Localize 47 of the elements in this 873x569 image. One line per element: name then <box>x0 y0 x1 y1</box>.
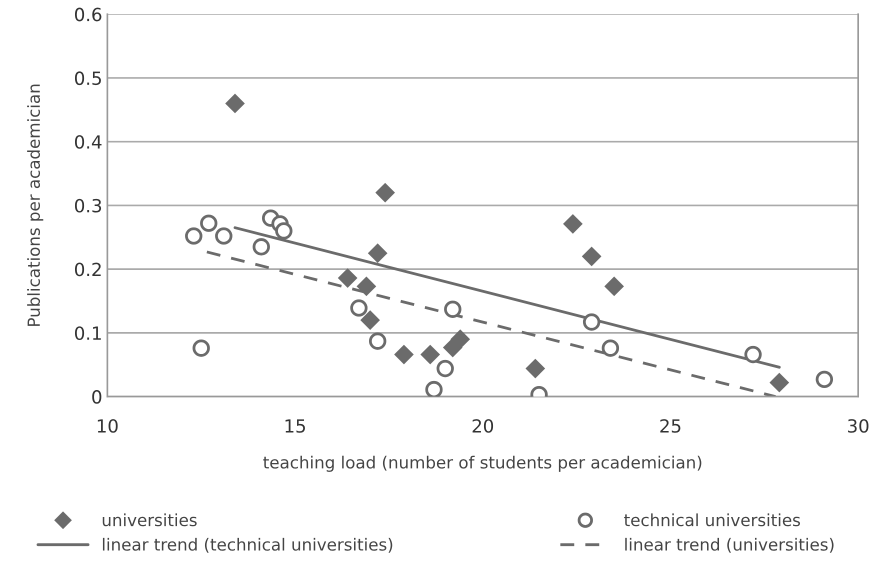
point <box>394 344 414 364</box>
legend-label: linear trend (universities) <box>625 538 834 553</box>
point <box>375 182 395 202</box>
point <box>425 380 443 397</box>
point <box>356 276 376 296</box>
legend-label: technical universities <box>624 513 800 526</box>
point <box>350 299 368 317</box>
point <box>225 94 245 114</box>
x-axis-title: teaching load (number of students per academician) <box>263 456 702 472</box>
point <box>275 222 292 240</box>
point <box>368 332 386 350</box>
point <box>450 329 470 350</box>
point <box>563 214 583 234</box>
point <box>368 243 388 264</box>
point <box>185 227 202 245</box>
point <box>420 344 440 364</box>
x-tick-label: 15 <box>286 419 305 433</box>
y-tick-label: 0 <box>92 390 102 404</box>
y-tick-label: 0.6 <box>74 8 102 22</box>
legend-label: universities <box>102 513 197 526</box>
point <box>816 370 834 388</box>
y-tick-label: 0.1 <box>74 326 101 340</box>
x-tick-label: 20 <box>472 419 494 433</box>
y-tick-label: 0.4 <box>74 135 102 149</box>
point <box>770 372 790 392</box>
point <box>444 300 462 318</box>
point <box>192 339 210 357</box>
point <box>604 276 624 296</box>
point <box>215 227 232 245</box>
legend-label: linear trend (technical universities) <box>102 538 392 553</box>
point <box>200 214 218 232</box>
point <box>744 346 762 364</box>
point <box>582 313 600 331</box>
x-tick-label: 10 <box>98 419 118 433</box>
y-tick-label: 0.3 <box>74 198 102 213</box>
point <box>602 339 620 357</box>
y-tick-label: 0.5 <box>74 71 101 86</box>
y-axis-title: Publications per academician <box>27 84 44 326</box>
point <box>360 310 380 330</box>
point <box>526 358 546 378</box>
x-tick-label: 25 <box>660 419 680 433</box>
point <box>436 360 454 378</box>
point <box>582 246 602 266</box>
point <box>252 238 270 256</box>
point <box>338 268 358 288</box>
y-tick-label: 0.2 <box>74 262 101 276</box>
x-tick-label: 30 <box>848 419 868 433</box>
